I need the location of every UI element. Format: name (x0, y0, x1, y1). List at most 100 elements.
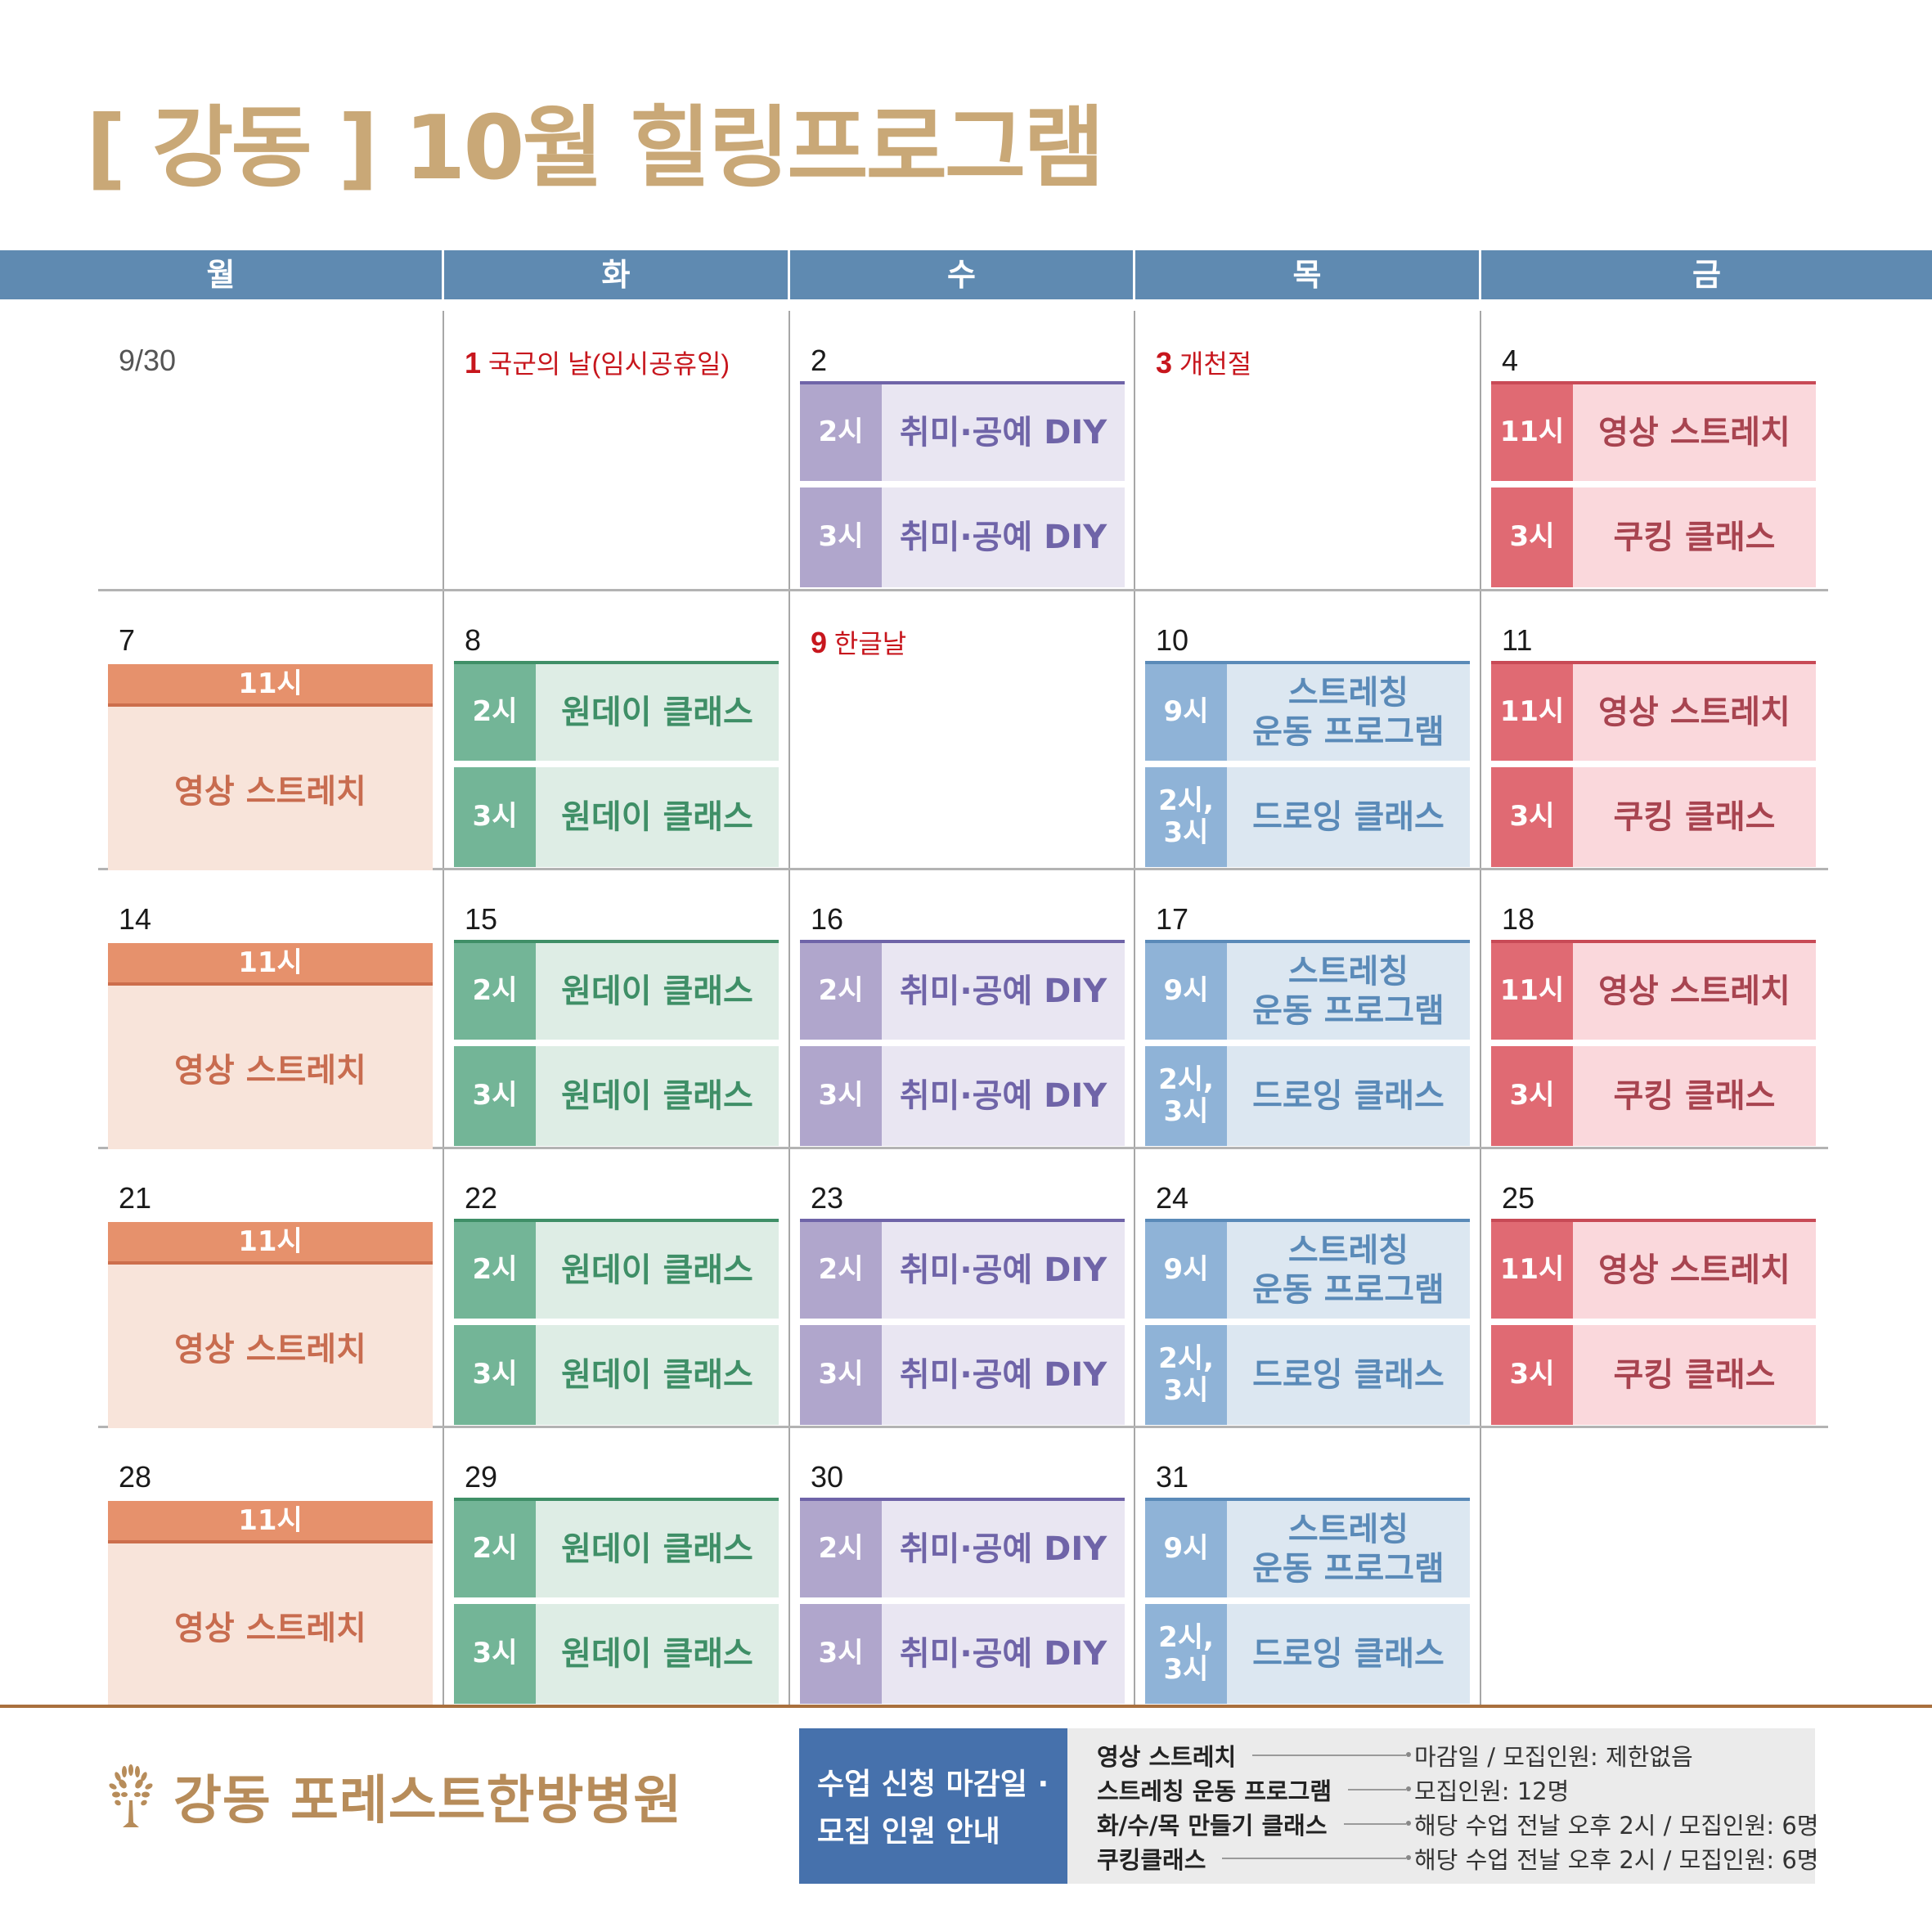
day-number: 8 (465, 623, 482, 657)
event-time: 9시 (1145, 1501, 1227, 1597)
event-block[interactable]: 11시 영상 스트레치 (1491, 940, 1816, 1040)
event-time: 3시 (800, 487, 882, 587)
event-time: 3시 (800, 1046, 882, 1146)
event-block-video-stretch[interactable]: 11시 영상 스트레치 (108, 664, 433, 870)
event-block[interactable]: 2시 원데이 클래스 (454, 1219, 779, 1319)
event-block[interactable]: 2시 취미·공예 DIY (800, 381, 1125, 481)
event-block[interactable]: 2시, 3시 드로잉 클래스 (1145, 1046, 1470, 1146)
notice-label: 영상 스트레치 (1097, 1743, 1237, 1771)
event-time: 11시 (1491, 384, 1573, 481)
event-time: 11시 (1491, 943, 1573, 1040)
event-block-video-stretch[interactable]: 11시 영상 스트레치 (108, 1501, 433, 1707)
event-block[interactable]: 2시, 3시 드로잉 클래스 (1145, 1604, 1470, 1704)
event-block[interactable]: 3시 원데이 클래스 (454, 1046, 779, 1146)
event-block[interactable]: 3시 쿠킹 클래스 (1491, 487, 1816, 587)
event-block[interactable]: 3시 취미·공예 DIY (800, 1604, 1125, 1704)
event-block[interactable]: 3시 쿠킹 클래스 (1491, 767, 1816, 867)
event-name: 스트레칭 운동 프로그램 (1227, 943, 1470, 1040)
event-block[interactable]: 9시 스트레칭 운동 프로그램 (1145, 940, 1470, 1040)
leader-line (1348, 1786, 1411, 1791)
event-block[interactable]: 2시 원데이 클래스 (454, 661, 779, 761)
event-name: 스트레칭 운동 프로그램 (1227, 664, 1470, 761)
notice-value: 마감일 / 모집인원: 제한없음 (1414, 1743, 1693, 1771)
notice-title-line1: 수업 신청 마감일 · (817, 1768, 1049, 1801)
event-name: 원데이 클래스 (536, 1222, 779, 1319)
event-time: 3시 (454, 1604, 536, 1704)
day-number: 29 (465, 1460, 498, 1494)
event-time: 2시, 3시 (1145, 1046, 1227, 1146)
notice-label: 쿠킹클래스 (1097, 1846, 1206, 1874)
event-block-video-stretch[interactable]: 11시 영상 스트레치 (108, 943, 433, 1149)
event-name: 취미·공예 DIY (882, 1501, 1125, 1597)
calendar-day: 3 개천절 (1135, 311, 1480, 602)
day-number: 22 (465, 1181, 498, 1215)
notice-row: 쿠킹클래스 해당 수업 전날 오후 2시 / 모집인원: 6명 (1097, 1841, 1819, 1876)
event-block[interactable]: 3시 취미·공예 DIY (800, 1325, 1125, 1425)
calendar-day: 4 11시 영상 스트레치 3시 쿠킹 클래스 (1481, 311, 1826, 602)
notice-title-line2: 모집 인원 안내 (817, 1814, 1000, 1849)
holiday-name: 한글날 (827, 629, 907, 658)
event-block[interactable]: 11시 영상 스트레치 (1491, 381, 1816, 481)
event-name: 쿠킹 클래스 (1573, 1325, 1816, 1425)
event-block[interactable]: 9시 스트레칭 운동 프로그램 (1145, 661, 1470, 761)
calendar-day: 15 2시 원데이 클래스 3시 원데이 클래스 (444, 869, 789, 1148)
event-time: 2시 (454, 664, 536, 761)
event-block[interactable]: 3시 취미·공예 DIY (800, 487, 1125, 587)
event-name: 원데이 클래스 (536, 1325, 779, 1425)
event-block[interactable]: 9시 스트레칭 운동 프로그램 (1145, 1498, 1470, 1597)
event-name: 취미·공예 DIY (882, 384, 1125, 481)
event-block[interactable]: 3시 쿠킹 클래스 (1491, 1325, 1816, 1425)
event-block[interactable]: 3시 원데이 클래스 (454, 767, 779, 867)
notice-row: 스트레칭 운동 프로그램 모집인원: 12명 (1097, 1772, 1799, 1807)
event-name: 영상 스트레치 (1573, 384, 1816, 481)
calendar-day: 29 2시 원데이 클래스 3시 원데이 클래스 (444, 1427, 789, 1705)
event-time: 11시 (1491, 664, 1573, 761)
notice-row: 화/수/목 만들기 클래스 해당 수업 전날 오후 2시 / 모집인원: 6명 (1097, 1807, 1819, 1841)
event-block[interactable]: 3시 취미·공예 DIY (800, 1046, 1125, 1146)
event-block[interactable]: 9시 스트레칭 운동 프로그램 (1145, 1219, 1470, 1319)
event-name: 원데이 클래스 (536, 943, 779, 1040)
weekday-thu: 목 (1135, 250, 1481, 299)
calendar-day: 24 9시 스트레칭 운동 프로그램 2시, 3시 드로잉 클래스 (1135, 1148, 1480, 1427)
calendar-day: 25 11시 영상 스트레치 3시 쿠킹 클래스 (1481, 1148, 1826, 1427)
event-block[interactable]: 11시 영상 스트레치 (1491, 1219, 1816, 1319)
row-divider (98, 1147, 1828, 1149)
day-number: 2 (811, 344, 828, 377)
leader-line (1343, 1821, 1411, 1826)
event-time: 11시 (108, 1501, 433, 1543)
event-block[interactable]: 2시, 3시 드로잉 클래스 (1145, 1325, 1470, 1425)
day-number: 1 국군의 날(임시공휴일) (465, 344, 730, 381)
weekday-wed: 수 (790, 250, 1135, 299)
event-name: 영상 스트레치 (1573, 664, 1816, 761)
page-title: [ 강동 ] 10월 힐링프로그램 (86, 97, 1105, 200)
event-time: 3시 (454, 1325, 536, 1425)
day-number: 7 (119, 623, 136, 657)
day-number: 14 (119, 902, 152, 936)
event-block[interactable]: 3시 원데이 클래스 (454, 1604, 779, 1704)
calendar-day: 14 11시 영상 스트레치 (98, 869, 443, 1149)
notice-value: 모집인원: 12명 (1414, 1777, 1570, 1805)
leader-line (1222, 1855, 1411, 1860)
weekday-header: 월 화 수 목 금 (0, 250, 1932, 299)
tree-icon (109, 1764, 153, 1827)
event-time: 9시 (1145, 664, 1227, 761)
calendar-day: 18 11시 영상 스트레치 3시 쿠킹 클래스 (1481, 869, 1826, 1148)
event-name: 원데이 클래스 (536, 767, 779, 867)
event-block[interactable]: 2시 취미·공예 DIY (800, 940, 1125, 1040)
event-name: 쿠킹 클래스 (1573, 487, 1816, 587)
event-block[interactable]: 3시 쿠킹 클래스 (1491, 1046, 1816, 1146)
event-block[interactable]: 2시 취미·공예 DIY (800, 1498, 1125, 1597)
event-block[interactable]: 2시 취미·공예 DIY (800, 1219, 1125, 1319)
event-block[interactable]: 2시, 3시 드로잉 클래스 (1145, 767, 1470, 867)
event-block[interactable]: 3시 원데이 클래스 (454, 1325, 779, 1425)
notice-row: 영상 스트레치 마감일 / 모집인원: 제한없음 (1097, 1738, 1799, 1772)
event-block[interactable]: 11시 영상 스트레치 (1491, 661, 1816, 761)
event-block[interactable]: 2시 원데이 클래스 (454, 1498, 779, 1597)
day-number: 30 (811, 1460, 844, 1494)
column-divider (1480, 311, 1481, 1705)
event-block-video-stretch[interactable]: 11시 영상 스트레치 (108, 1222, 433, 1428)
day-number: 3 개천절 (1156, 344, 1251, 381)
notice-title: 수업 신청 마감일 · 모집 인원 안내 (799, 1728, 1067, 1884)
footer-divider (0, 1705, 1932, 1708)
event-block[interactable]: 2시 원데이 클래스 (454, 940, 779, 1040)
